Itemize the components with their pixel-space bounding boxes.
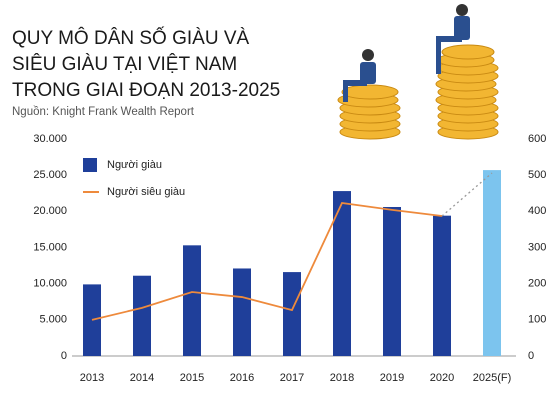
source: Nguồn: Knight Frank Wealth Report (12, 106, 195, 118)
y-tick-label: 5.000 (39, 314, 67, 326)
x-tick-label: 2020 (430, 372, 454, 384)
x-tick-label: 2017 (280, 372, 304, 384)
bar (83, 284, 101, 356)
bar (433, 215, 451, 356)
y2-tick-label: 600 (528, 133, 546, 145)
title: QUY MÔ DÂN SỐ GIÀU VÀ SIÊU GIÀU TẠI VIỆT… (12, 27, 280, 101)
x-tick-label: 2015 (180, 372, 204, 384)
illustration (337, 4, 499, 140)
title-line: SIÊU GIÀU TẠI VIỆT NAM (12, 53, 237, 75)
y2-tick-label: 0 (528, 350, 534, 362)
y-tick-label: 0 (61, 350, 67, 362)
y-tick-label: 30.000 (33, 133, 67, 145)
legend-label: Người siêu giàu (107, 186, 185, 198)
y2-tick-label: 300 (528, 241, 546, 253)
y2-tick-label: 400 (528, 205, 546, 217)
x-tick-label: 2013 (80, 372, 104, 384)
y-tick-label: 15.000 (33, 241, 67, 253)
bar (183, 245, 201, 356)
y2-tick-label: 200 (528, 278, 546, 290)
x-tick-label: 2019 (380, 372, 404, 384)
y2-tick-label: 500 (528, 169, 546, 181)
x-tick-label: 2014 (130, 372, 154, 384)
y-tick-label: 20.000 (33, 205, 67, 217)
bar (233, 268, 251, 356)
y-tick-label: 25.000 (33, 169, 67, 181)
bar (333, 191, 351, 356)
bar (383, 206, 401, 356)
forecast-line (441, 172, 493, 217)
y-tick-label: 10.000 (33, 278, 67, 290)
x-tick-label: 2018 (330, 372, 354, 384)
legend-swatch (83, 158, 97, 172)
title-line: QUY MÔ DÂN SỐ GIÀU VÀ (12, 27, 250, 49)
legend-label: Người giàu (107, 159, 162, 171)
y2-tick-label: 100 (528, 314, 546, 326)
line (91, 202, 443, 321)
bar (133, 275, 151, 356)
bar (483, 170, 501, 356)
title-line: TRONG GIAI ĐOẠN 2013-2025 (12, 80, 280, 101)
x-tick-label: 2025(F) (473, 372, 512, 384)
bar (283, 272, 301, 356)
x-tick-label: 2016 (230, 372, 254, 384)
